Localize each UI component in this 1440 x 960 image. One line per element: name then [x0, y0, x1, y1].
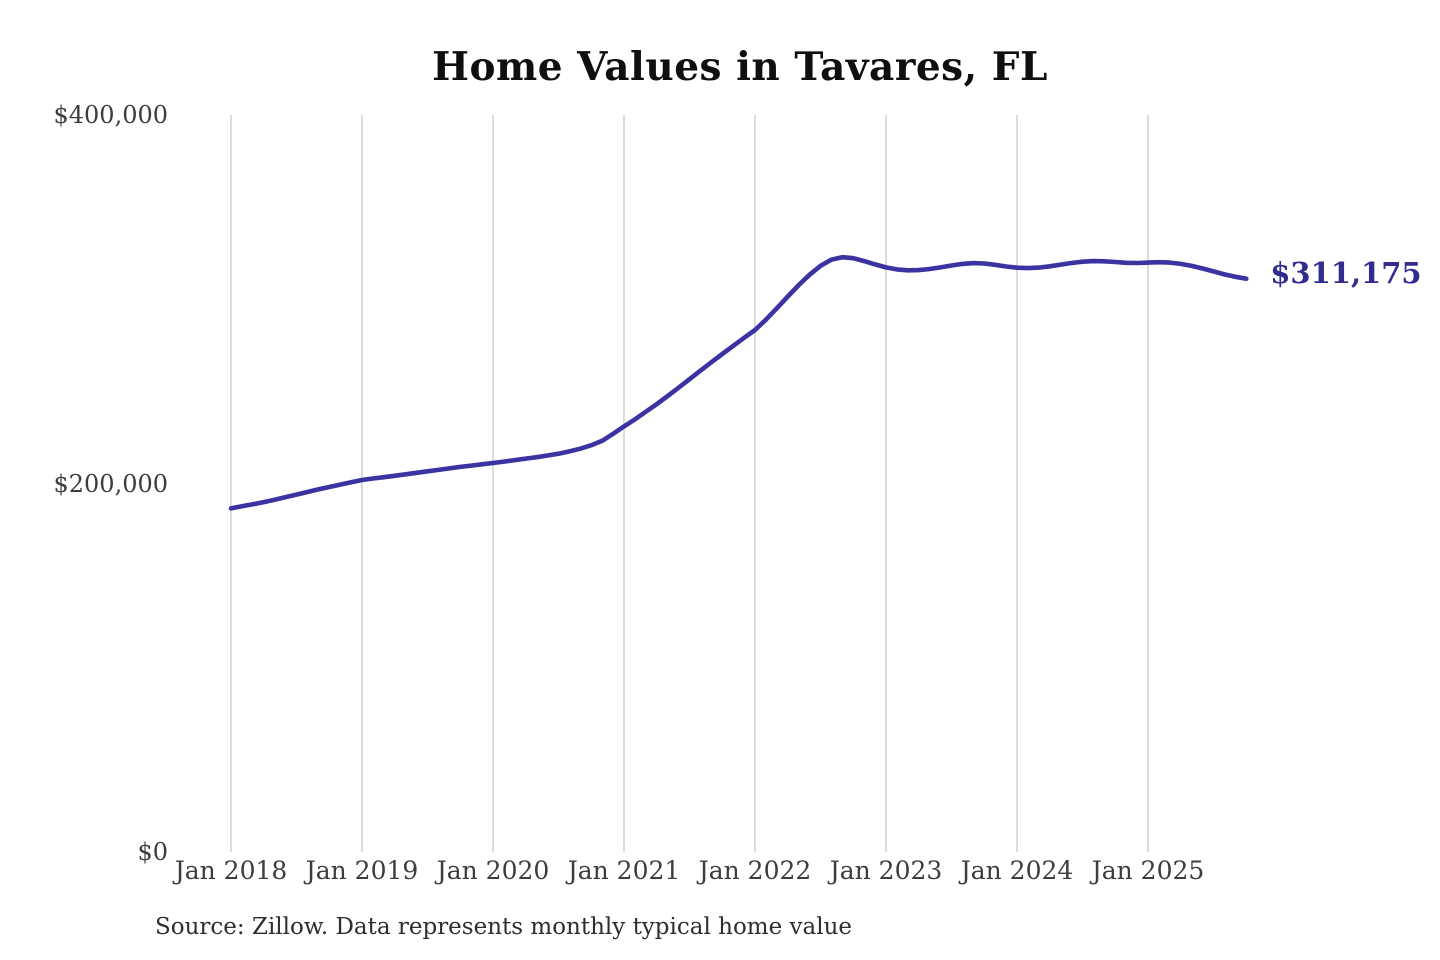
y-tick-label: $200,000: [53, 469, 168, 498]
x-tick-label: Jan 2022: [698, 856, 812, 885]
y-tick-label: $0: [137, 838, 168, 866]
x-tick-label: Jan 2020: [436, 856, 550, 885]
gridlines: [230, 115, 1149, 852]
y-tick-label: $400,000: [53, 101, 168, 129]
x-tick-label: Jan 2019: [305, 856, 419, 885]
chart-title: Home Values in Tavares, FL: [432, 44, 1048, 90]
x-tick-label: Jan 2025: [1091, 856, 1205, 885]
x-tick-label: Jan 2018: [174, 856, 288, 885]
current-value-label: $311,175: [1270, 255, 1422, 290]
x-tick-label: Jan 2023: [829, 856, 943, 885]
x-tick-label: Jan 2024: [960, 856, 1074, 885]
source-note: Source: Zillow. Data represents monthly …: [155, 914, 853, 940]
x-tick-label: Jan 2021: [567, 856, 681, 885]
home-value-line: [228, 254, 1249, 511]
